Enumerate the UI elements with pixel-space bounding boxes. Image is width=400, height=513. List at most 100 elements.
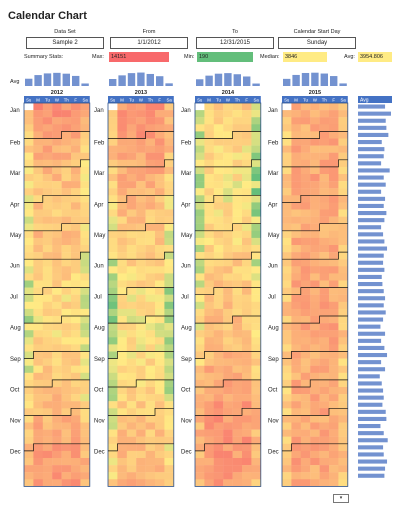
day-cell-2015 (300, 195, 311, 203)
day-cell-2012 (80, 131, 90, 139)
day-cell-2012 (71, 216, 81, 224)
day-cell-2014 (232, 387, 243, 395)
day-cell-2015 (282, 330, 292, 338)
day-cell-2012 (42, 479, 53, 487)
day-cell-2013 (164, 401, 174, 409)
day-cell-2012 (33, 195, 43, 203)
from-label: From (142, 29, 156, 35)
day-cell-2014 (232, 280, 243, 288)
calendar-start-day-select[interactable]: Sunday (278, 37, 356, 49)
day-cell-2014 (195, 308, 205, 317)
day-cell-2014 (195, 458, 205, 466)
day-cell-2014 (223, 230, 233, 239)
month-separator-2015-Dec (282, 443, 348, 452)
day-cell-2012 (33, 472, 43, 480)
day-cell-2012 (42, 344, 53, 352)
month-label-2012-Apr: Apr (10, 202, 19, 208)
day-cell-2015 (329, 479, 339, 487)
day-cell-2015 (300, 294, 311, 302)
avg-row-label: Avg (10, 79, 19, 85)
day-cell-2012 (52, 387, 62, 395)
day-cell-2013 (136, 422, 146, 430)
day-cell-2015 (291, 429, 301, 437)
day-cell-2013 (136, 479, 146, 487)
day-cell-2015 (300, 209, 311, 217)
day-cell-2014 (232, 472, 243, 480)
day-cell-2014 (251, 124, 261, 132)
day-cell-2014 (195, 259, 205, 267)
day-cell-2013 (155, 429, 165, 437)
day-cell-2012 (24, 394, 34, 402)
day-cell-2015 (300, 408, 311, 416)
day-cell-2014 (223, 131, 233, 139)
day-cell-2014 (242, 436, 252, 444)
day-cell-2013 (108, 195, 118, 203)
month-separator-2012-Oct (24, 379, 90, 388)
day-cell-2015 (291, 351, 301, 359)
day-cell-2012 (24, 429, 34, 437)
day-cell-2015 (319, 202, 330, 210)
filter-dropdown-icon[interactable]: ▾ (333, 494, 349, 503)
day-cell-2014 (213, 408, 224, 416)
day-cell-2014 (251, 223, 261, 231)
day-cell-2012 (71, 458, 81, 466)
day-cell-2014 (195, 152, 205, 160)
year-label-2012: 2012 (51, 90, 63, 96)
day-cell-2012 (61, 394, 72, 402)
day-cell-2012 (24, 117, 34, 125)
month-label-2012-Jun: Jun (10, 263, 20, 269)
day-cell-2015 (329, 450, 339, 459)
day-cell-2012 (33, 223, 43, 231)
day-cell-2014 (232, 465, 243, 473)
day-cell-2012 (42, 202, 53, 210)
day-cell-2013 (136, 273, 146, 281)
day-cell-2013 (108, 450, 118, 459)
day-cell-2015 (282, 372, 292, 381)
day-cell-2012 (80, 472, 90, 480)
day-cell-2012 (33, 465, 43, 473)
day-cell-2014 (242, 195, 252, 203)
day-cell-2015 (310, 479, 320, 487)
day-cell-2014 (242, 252, 252, 260)
day-cell-2012 (71, 202, 81, 210)
day-cell-2014 (195, 237, 205, 246)
day-cell-2012 (52, 394, 62, 402)
day-cell-2015 (338, 216, 348, 224)
day-cell-2012 (80, 443, 90, 452)
day-cell-2014 (232, 330, 243, 338)
day-cell-2014 (242, 145, 252, 153)
day-cell-2013 (164, 110, 174, 118)
data-set-select[interactable]: Sample 2 (26, 37, 104, 49)
day-cell-2015 (291, 323, 301, 331)
day-cell-2015 (338, 415, 348, 423)
day-cell-2013 (117, 429, 127, 437)
day-cell-2013 (126, 394, 137, 402)
from-date-input[interactable]: 1/1/2012 (110, 37, 188, 49)
day-cell-2013 (145, 117, 156, 125)
day-cell-2014 (242, 358, 252, 366)
day-cell-2014 (251, 188, 261, 196)
day-cell-2015 (291, 145, 301, 153)
day-cell-2014 (195, 358, 205, 366)
day-cell-2013 (155, 138, 165, 146)
day-cell-2012 (42, 287, 53, 295)
day-cell-2015 (310, 131, 320, 139)
day-cell-2014 (251, 316, 261, 324)
day-cell-2015 (310, 138, 320, 146)
month-separator-2012-May (24, 223, 90, 232)
weekday-header-2013 (108, 96, 174, 103)
day-cell-2013 (145, 372, 156, 381)
day-cell-2013 (108, 415, 118, 423)
month-label-2015-Dec: Dec (268, 450, 279, 456)
day-cell-2012 (71, 117, 81, 125)
day-cell-2015 (282, 152, 292, 160)
avg-weekday-bar-2014-Su (196, 79, 204, 86)
to-date-input[interactable]: 12/31/2015 (196, 37, 274, 49)
day-cell-2012 (52, 422, 62, 430)
day-cell-2015 (338, 287, 348, 295)
avg-column-header (358, 96, 392, 103)
day-cell-2013 (145, 358, 156, 366)
day-cell-2014 (204, 401, 214, 409)
day-cell-2015 (310, 237, 320, 246)
day-cell-2012 (33, 372, 43, 381)
